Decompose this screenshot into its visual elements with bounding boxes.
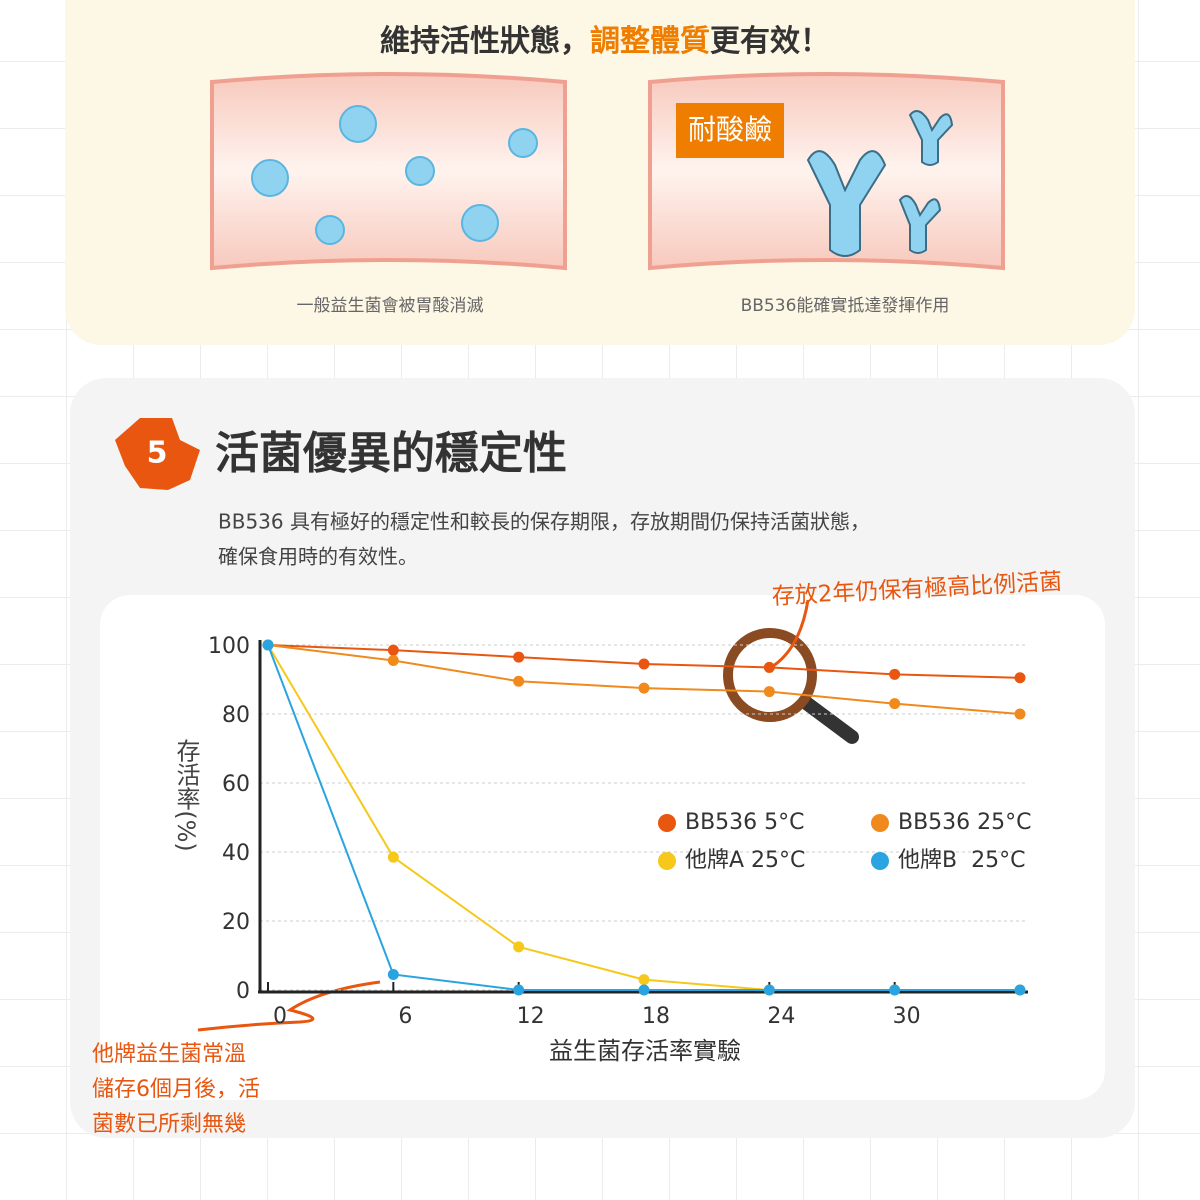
badge: 耐酸鹼 bbox=[688, 113, 772, 146]
y-tick-label: 0 bbox=[236, 979, 250, 1004]
annotation: 菌數已所剩無幾 bbox=[92, 1112, 246, 1137]
data-point bbox=[763, 686, 775, 698]
title-part: 維持活性狀態， bbox=[380, 24, 590, 59]
x-tick-label: 6 bbox=[398, 1004, 412, 1029]
data-point bbox=[1014, 984, 1026, 996]
legend-label: 他牌B 25°C bbox=[898, 848, 1025, 873]
chart-card bbox=[100, 595, 1105, 1100]
y-tick-label: 60 bbox=[222, 772, 250, 797]
title-part: 更有效！ bbox=[710, 24, 830, 59]
magnifier bbox=[723, 628, 859, 744]
left-caption: 一般益生菌會被胃酸消滅 bbox=[297, 296, 484, 316]
y-tick-label: 100 bbox=[208, 634, 250, 659]
annotation: 儲存6個月後，活 bbox=[92, 1077, 260, 1102]
annotation-pointer bbox=[769, 599, 810, 670]
top-title: 維持活性狀態，調整體質更有效！ bbox=[380, 24, 830, 59]
data-point bbox=[763, 984, 775, 996]
data-point bbox=[387, 851, 399, 863]
legend-marker bbox=[871, 814, 889, 832]
legend-label: BB536 25°C bbox=[898, 810, 1032, 835]
number-badge bbox=[115, 418, 200, 490]
x-tick-label: 12 bbox=[517, 1004, 545, 1029]
data-point bbox=[889, 668, 901, 680]
y-tick-label: 80 bbox=[222, 703, 250, 728]
data-point bbox=[889, 698, 901, 710]
description-line: BB536 具有極好的穩定性和較長的保存期限，存放期間仍保持活菌狀態， bbox=[218, 510, 870, 534]
data-point bbox=[1014, 672, 1026, 684]
data-point bbox=[387, 644, 399, 656]
data-point bbox=[638, 984, 650, 996]
title-highlight: 調整體質 bbox=[590, 24, 710, 59]
description-line: 確保食用時的有效性。 bbox=[218, 545, 418, 569]
x-axis-label: 益生菌存活率實驗 bbox=[549, 1037, 741, 1065]
legend-marker bbox=[658, 814, 676, 832]
section-title: 活菌優異的穩定性 bbox=[215, 428, 567, 479]
data-point bbox=[513, 941, 525, 953]
data-point bbox=[1014, 708, 1026, 720]
data-point bbox=[513, 984, 525, 996]
data-point bbox=[638, 682, 650, 694]
data-point bbox=[262, 639, 274, 651]
data-point bbox=[513, 675, 525, 687]
data-point bbox=[763, 661, 775, 673]
y-tick-label: 40 bbox=[222, 841, 250, 866]
data-point bbox=[889, 984, 901, 996]
data-point bbox=[387, 655, 399, 667]
y-axis-label: 存活率(%) bbox=[172, 738, 200, 852]
legend-marker bbox=[658, 852, 676, 870]
y-tick-label: 20 bbox=[222, 910, 250, 935]
plot: 0 20 40 60 80 100 0 6 12 18 24 30 BB536 5°C BB536 25°… bbox=[208, 634, 1032, 1029]
x-tick-label: 24 bbox=[767, 1004, 795, 1029]
annotation: 他牌益生菌常溫 bbox=[92, 1042, 246, 1067]
data-point bbox=[638, 974, 650, 986]
data-point bbox=[513, 651, 525, 663]
data-point bbox=[387, 968, 399, 980]
legend-marker bbox=[871, 852, 889, 870]
right-caption: BB536能確實抵達發揮作用 bbox=[741, 296, 950, 316]
x-tick-label: 18 bbox=[642, 1004, 670, 1029]
x-tick-label: 0 bbox=[273, 1004, 287, 1029]
right-illustration: 耐酸鹼 bbox=[648, 72, 1005, 271]
data-point bbox=[638, 658, 650, 670]
left-illustration bbox=[210, 72, 567, 271]
legend-label: BB536 5°C bbox=[685, 810, 805, 835]
section-number: 5 bbox=[147, 436, 168, 471]
x-tick-label: 30 bbox=[893, 1004, 921, 1029]
legend-label: 他牌A 25°C bbox=[685, 848, 805, 873]
